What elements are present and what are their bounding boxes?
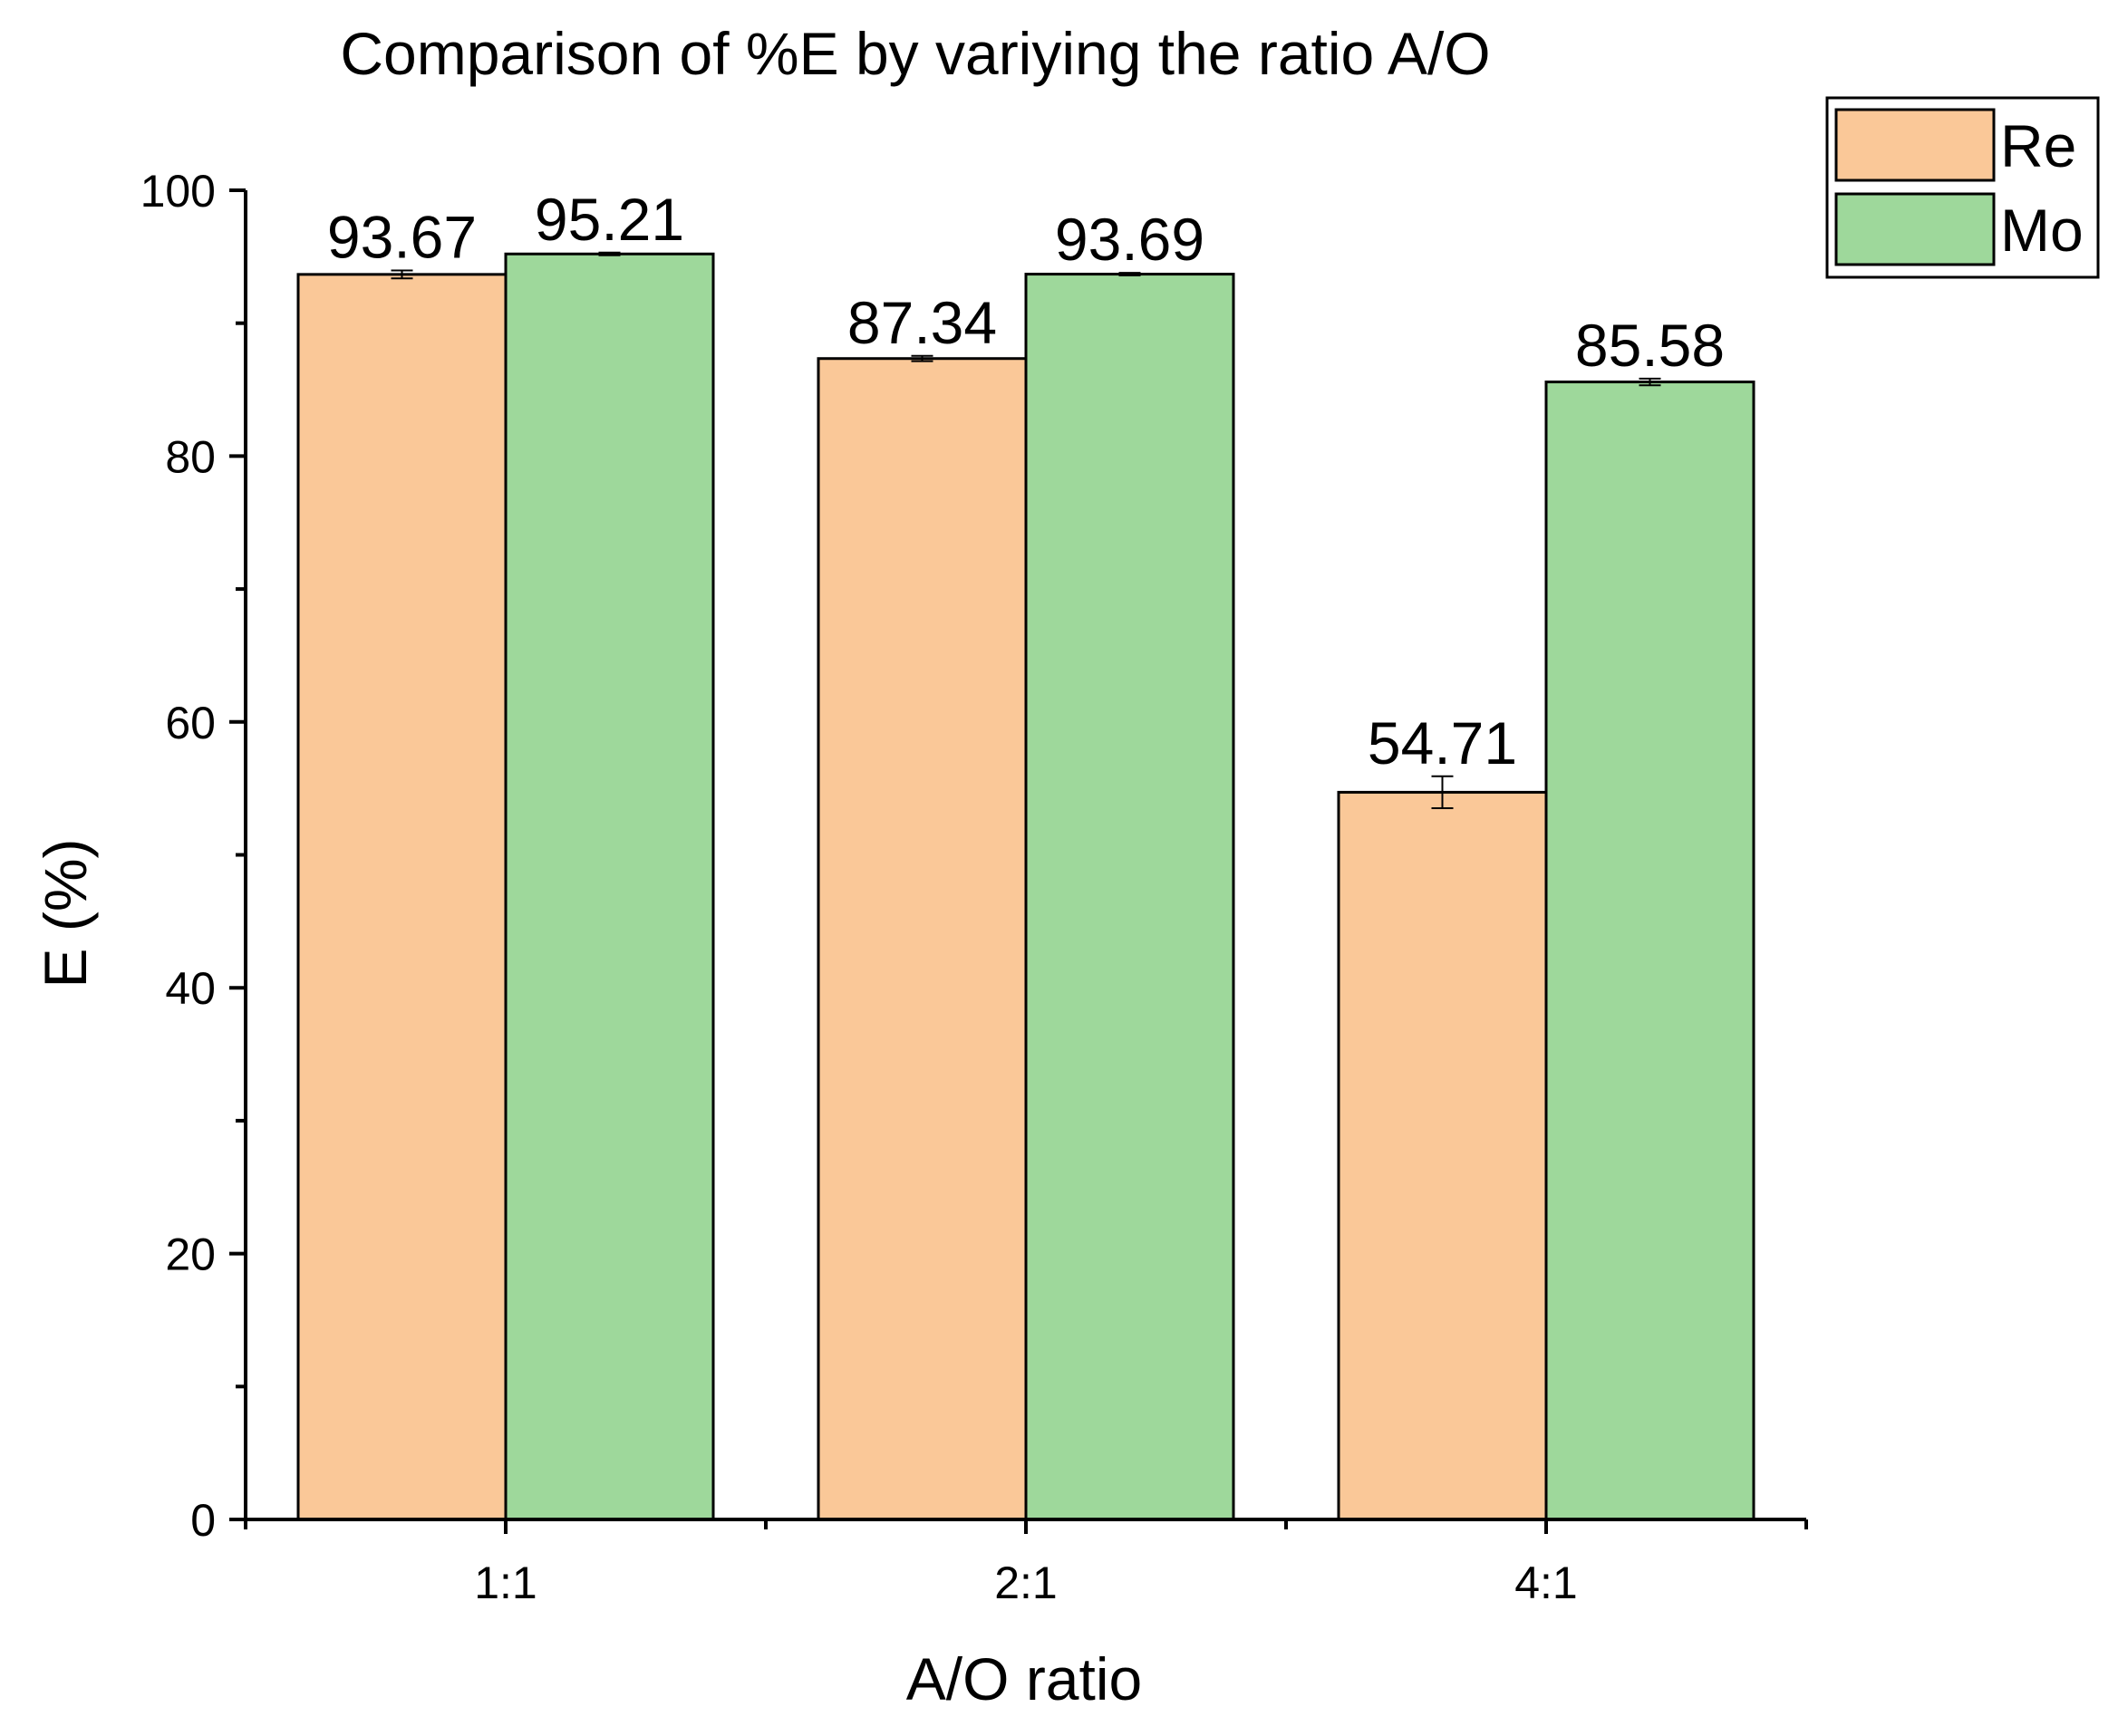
x-tick-label-2-1: 2:1 bbox=[994, 1558, 1058, 1608]
legend-label-mo: Mo bbox=[2000, 197, 2084, 264]
legend: Re Mo bbox=[1825, 96, 2100, 279]
y-tick-label-100: 100 bbox=[140, 166, 216, 217]
legend-swatch-mo bbox=[1834, 192, 1996, 266]
legend-swatch-re bbox=[1834, 108, 1996, 182]
y-tick-label-40: 40 bbox=[165, 963, 216, 1014]
bar-mo-2-1 bbox=[1024, 273, 1235, 1521]
bar-re-2-1 bbox=[817, 357, 1028, 1521]
y-tick-label-0: 0 bbox=[190, 1495, 216, 1546]
bars-layer: 93.67 95.21 87.34 93.69 54.71 85.58 bbox=[296, 186, 1755, 1521]
bar-re-4-1 bbox=[1337, 790, 1548, 1521]
data-label-re-1-1: 93.67 bbox=[327, 203, 477, 270]
y-tick-label-60: 60 bbox=[165, 698, 216, 748]
x-tick-label-4-1: 4:1 bbox=[1514, 1558, 1578, 1608]
axes-layer: 1:1 2:1 4:1 0 20 40 60 80 100 bbox=[140, 166, 1808, 1608]
data-label-mo-2-1: 93.69 bbox=[1055, 206, 1204, 273]
data-label-re-2-1: 87.34 bbox=[847, 289, 997, 356]
data-label-mo-1-1: 95.21 bbox=[535, 186, 684, 253]
bar-mo-1-1 bbox=[504, 252, 715, 1521]
y-axis-label: E (%) bbox=[32, 839, 99, 989]
bar-re-1-1 bbox=[296, 273, 508, 1521]
y-tick-label-80: 80 bbox=[165, 431, 216, 482]
legend-label-re: Re bbox=[2000, 112, 2076, 179]
y-tick-label-20: 20 bbox=[165, 1230, 216, 1280]
bar-mo-4-1 bbox=[1544, 381, 1755, 1521]
data-label-mo-4-1: 85.58 bbox=[1575, 312, 1725, 379]
x-axis-label: A/O ratio bbox=[906, 1645, 1142, 1712]
data-label-re-4-1: 54.71 bbox=[1368, 709, 1517, 776]
x-tick-label-1-1: 1:1 bbox=[474, 1558, 537, 1608]
chart-title: Comparison of %E by variying the ratio A… bbox=[340, 20, 1490, 87]
